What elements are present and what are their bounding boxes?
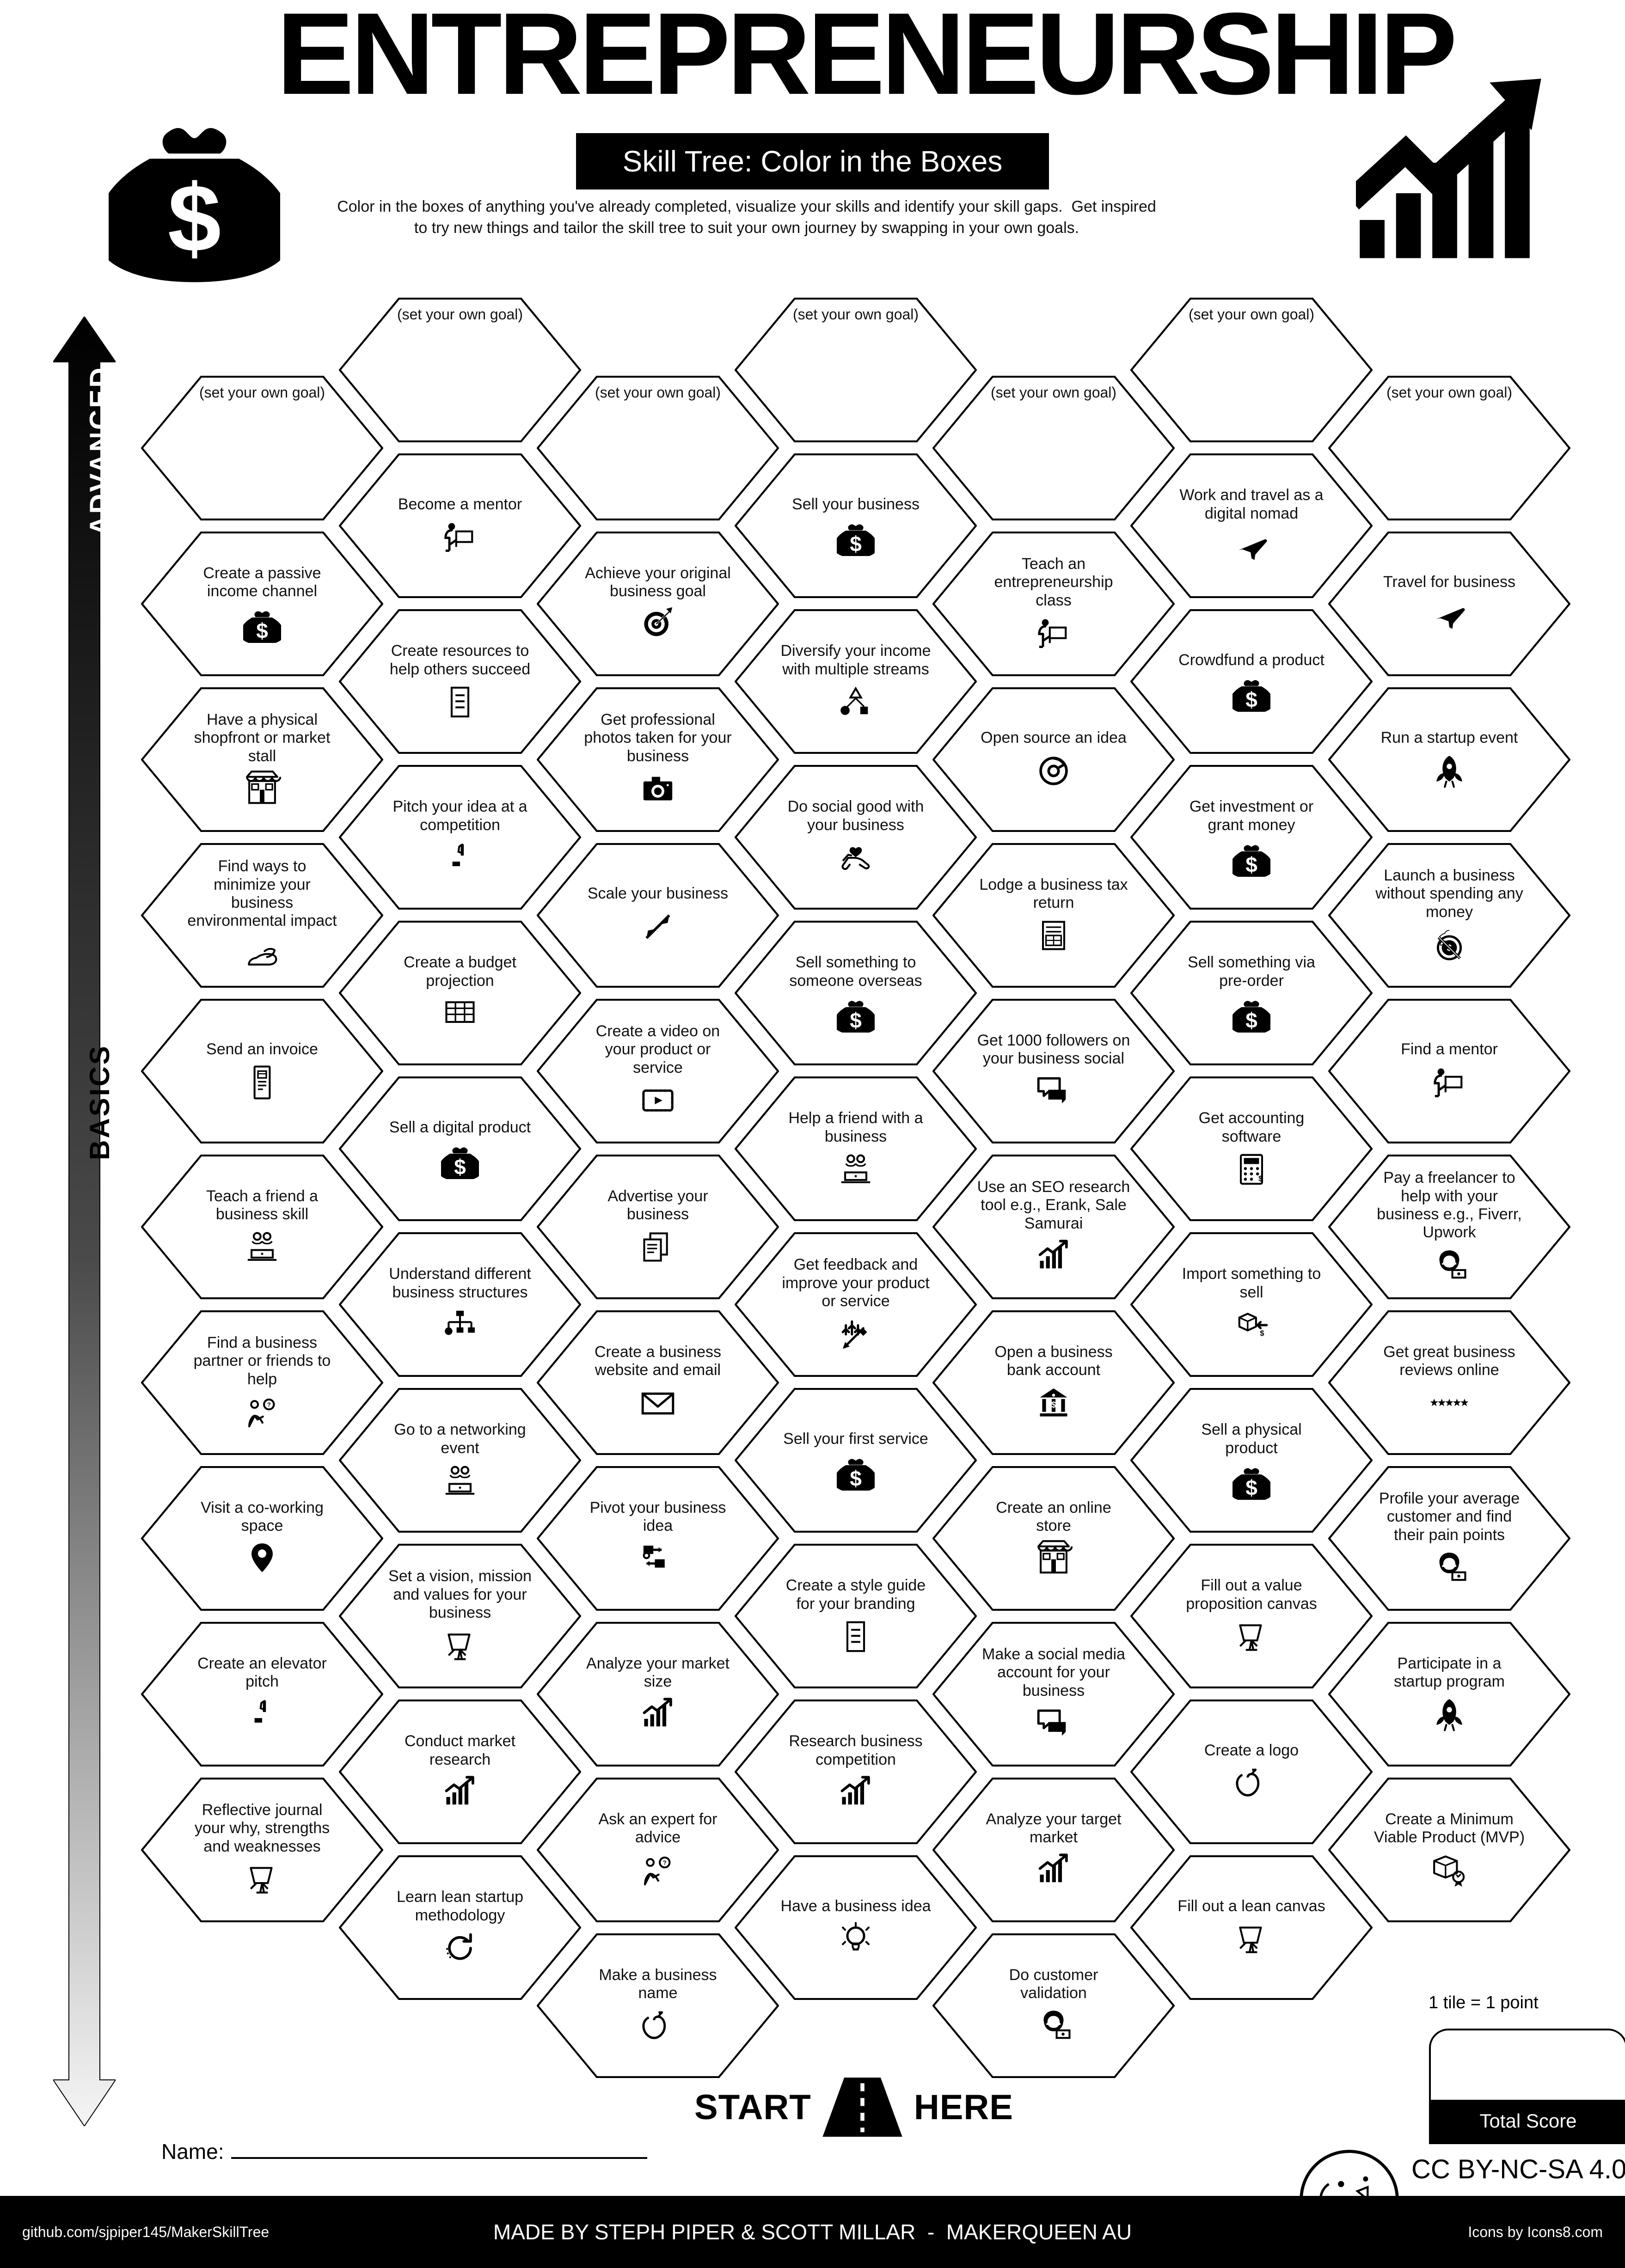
svg-text:$: $	[1245, 852, 1257, 876]
svg-text:$: $	[850, 532, 862, 556]
svg-text:$: $	[1245, 1475, 1257, 1499]
svg-text:$: $	[850, 1467, 862, 1491]
svg-text:?: ?	[267, 1401, 271, 1408]
svg-text:$: $	[256, 619, 268, 643]
svg-text:$: $	[168, 165, 221, 272]
svg-text:$: $	[1245, 688, 1257, 712]
svg-text:?: ?	[663, 1859, 667, 1866]
svg-text:$: $	[1258, 1174, 1263, 1183]
svg-text:$: $	[454, 1155, 466, 1179]
svg-text:$: $	[1051, 1400, 1056, 1410]
svg-text:$: $	[850, 1008, 862, 1032]
svg-text:$: $	[1260, 1329, 1264, 1338]
svg-text:$: $	[1245, 1008, 1257, 1032]
